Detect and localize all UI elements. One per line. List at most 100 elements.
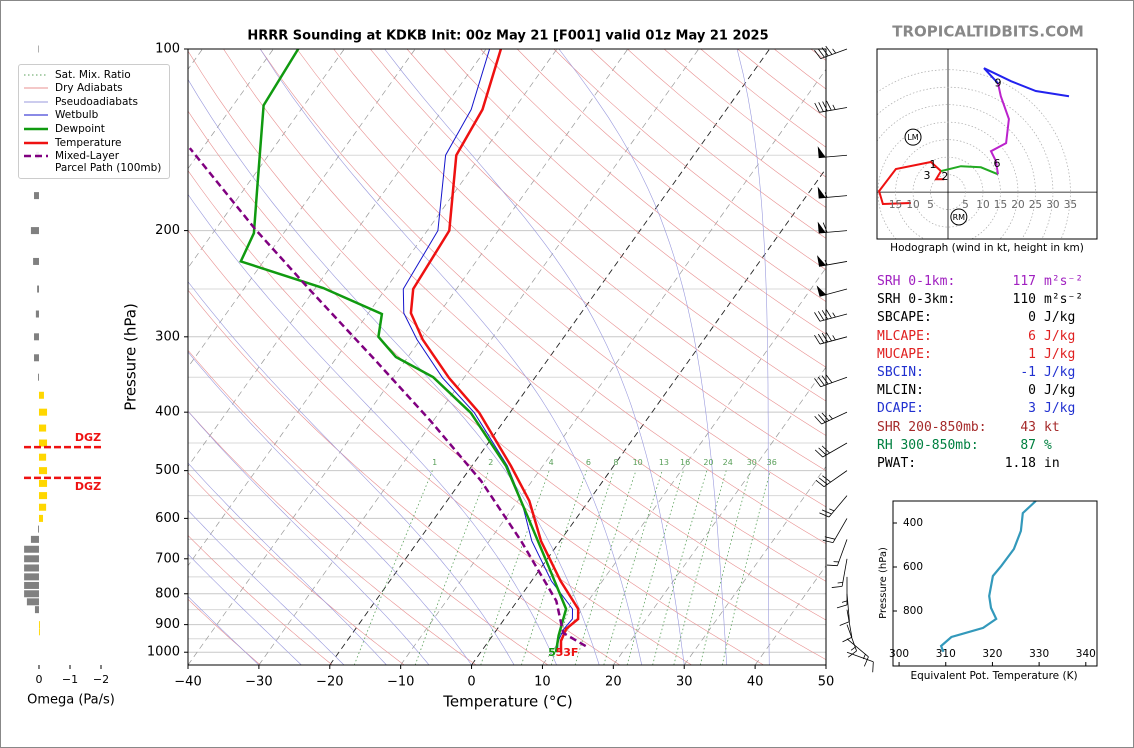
dry-adiabat bbox=[188, 170, 764, 665]
thetae-x-tick-label: 300 bbox=[889, 648, 909, 660]
height-label: 1 bbox=[929, 158, 936, 171]
index-row: DCAPE: 3 J/kg bbox=[877, 400, 1083, 418]
legend-label: Wetbulb bbox=[55, 109, 99, 122]
pseudoadiabat bbox=[188, 410, 430, 665]
omega-tick-label: −2 bbox=[93, 673, 109, 686]
x-tick-label: −30 bbox=[245, 675, 272, 690]
y-tick-label: 300 bbox=[155, 329, 180, 344]
thetae-x-tick-label: 310 bbox=[936, 648, 956, 660]
thetae-line bbox=[939, 500, 1037, 653]
mixing-ratio-label: 13 bbox=[659, 458, 669, 467]
x-tick-label: 40 bbox=[747, 675, 764, 690]
wind-barb bbox=[817, 186, 848, 199]
legend-label: Mixed-Layer Parcel Path (100mb) bbox=[55, 150, 162, 175]
thetae-frame bbox=[892, 500, 1098, 667]
wind-barb bbox=[814, 331, 848, 345]
index-row: PWAT: 1.18 in bbox=[877, 455, 1083, 473]
mixing-ratio-line bbox=[353, 470, 433, 665]
dry-adiabat bbox=[188, 410, 477, 665]
legend-icon bbox=[24, 114, 48, 116]
mixing-ratio-label: 6 bbox=[586, 458, 591, 467]
hodo-line bbox=[983, 67, 1070, 98]
mixing-ratio-line bbox=[521, 470, 587, 665]
dry-adiabat bbox=[516, 49, 826, 302]
dry-adiabat bbox=[188, 472, 405, 665]
mixing-ratio-line bbox=[652, 470, 708, 665]
dry-adiabat bbox=[188, 349, 549, 665]
index-value: 1 bbox=[1028, 346, 1036, 362]
omega-bar bbox=[38, 424, 47, 432]
dry-adiabat bbox=[259, 49, 826, 545]
index-label: SRH 0-1km: bbox=[877, 274, 956, 289]
storm-motion bbox=[950, 208, 968, 226]
x-tick-label: −20 bbox=[316, 675, 343, 690]
height-label: 9 bbox=[995, 76, 1002, 89]
index-label: SBCAPE: bbox=[877, 310, 932, 326]
legend-label: Temperature bbox=[55, 136, 122, 149]
plot-area bbox=[188, 49, 826, 665]
omega-bar bbox=[24, 555, 39, 563]
wind-barb bbox=[814, 442, 848, 458]
omega-bar bbox=[38, 453, 47, 461]
mixing-ratio-label: 24 bbox=[723, 458, 733, 467]
wind-barb bbox=[822, 518, 848, 544]
hodo-ring bbox=[912, 156, 984, 228]
index-unit: in bbox=[1044, 456, 1060, 472]
mixing-ratio-line bbox=[480, 470, 550, 665]
index-value: -1 bbox=[1020, 365, 1036, 381]
omega-tick-label: 0 bbox=[35, 673, 42, 686]
index-unit: J/kg bbox=[1044, 401, 1076, 417]
mixing-ratio-label: 4 bbox=[549, 458, 554, 467]
wind-barb bbox=[814, 374, 848, 388]
omega-bar bbox=[38, 391, 44, 399]
isotherm bbox=[188, 49, 629, 665]
dry-adiabat bbox=[223, 49, 826, 582]
mixing-ratio-label: 8 bbox=[613, 458, 618, 467]
x-axis-label: Temperature (°C) bbox=[442, 693, 572, 711]
surface-label: 53F bbox=[556, 646, 579, 659]
site-name: TROPICALTIDBITS.COM bbox=[892, 23, 1084, 41]
index-value: 0 bbox=[1028, 383, 1036, 399]
omega-bar bbox=[38, 373, 39, 381]
height-label: 2 bbox=[941, 170, 948, 183]
omega-bar bbox=[26, 598, 39, 606]
dry-adiabat bbox=[443, 49, 826, 368]
y-tick-label: 100 bbox=[155, 42, 180, 57]
index-label: DCAPE: bbox=[877, 401, 924, 417]
index-unit: m²s⁻² bbox=[1044, 292, 1084, 308]
hodo-tick-label: 15 bbox=[994, 199, 1007, 211]
index-row: SBCAPE: 0 J/kg bbox=[877, 309, 1083, 327]
index-label: SBCIN: bbox=[877, 365, 924, 381]
omega-bar bbox=[34, 333, 39, 341]
surface-label: 5 bbox=[548, 646, 556, 659]
mixing-ratio-label: 2 bbox=[488, 458, 493, 467]
hodo-tick-label: 20 bbox=[1011, 199, 1024, 211]
dry-adiabat bbox=[188, 110, 826, 661]
hodograph bbox=[877, 49, 1097, 239]
omega-x-label: Omega (Pa/s) bbox=[27, 693, 115, 708]
mixing-ratio-line bbox=[721, 470, 771, 665]
height-label: 6 bbox=[993, 157, 1000, 170]
omega-bar bbox=[33, 257, 39, 265]
index-row: SRH 0-1km: 117 m²s⁻² bbox=[877, 273, 1083, 291]
hodo-ring bbox=[895, 139, 1001, 239]
mixing-ratio-line bbox=[574, 470, 637, 665]
profile-line bbox=[239, 49, 568, 653]
index-unit: J/kg bbox=[1044, 383, 1076, 399]
hodo-tick-label: 15 bbox=[889, 199, 902, 211]
omega-bar bbox=[34, 354, 39, 362]
hodo-ring bbox=[877, 86, 1054, 239]
index-row: SHR 200-850mb: 43 kt bbox=[877, 419, 1083, 437]
omega-bar bbox=[38, 621, 40, 629]
storm-motion-label: RM bbox=[953, 213, 966, 222]
omega-bar bbox=[38, 408, 48, 416]
index-value: 87 bbox=[1020, 437, 1036, 453]
pseudoadiabat bbox=[188, 595, 260, 665]
index-value: 110 bbox=[1012, 292, 1036, 308]
y-tick-label: 500 bbox=[155, 463, 180, 478]
index-row: MLCAPE: 6 J/kg bbox=[877, 328, 1083, 346]
legend-label: Dry Adiabats bbox=[55, 82, 123, 95]
legend-label: Dewpoint bbox=[55, 122, 105, 135]
omega-bar bbox=[24, 590, 39, 598]
index-value: 3 bbox=[1028, 401, 1036, 417]
